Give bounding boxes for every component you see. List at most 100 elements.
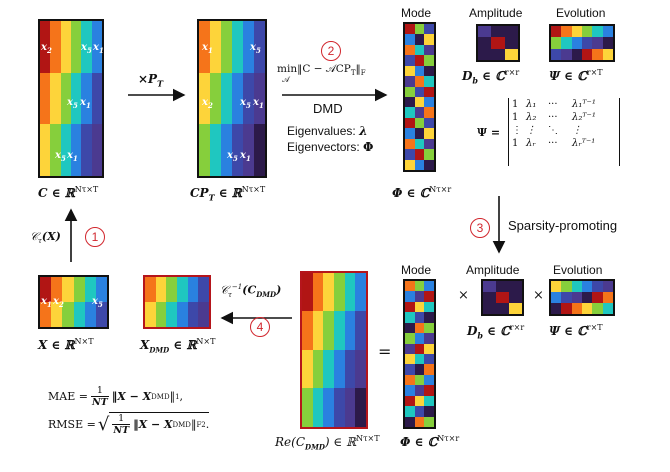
- matrix-cell: [51, 277, 63, 290]
- matrix-cell: [551, 37, 562, 49]
- matrix-cell: [355, 362, 366, 376]
- matrix-cell: [414, 128, 425, 139]
- matrix-cell: [221, 111, 232, 125]
- matrix-cell: [424, 24, 434, 35]
- matrix-cell: [405, 395, 415, 407]
- matrix-cell: [177, 314, 188, 327]
- matrix-cell: [40, 21, 51, 34]
- label-phi-top: Φ ∈ ℂNτ×r: [392, 185, 452, 200]
- step-1-badge: 1: [85, 227, 105, 247]
- matrix-mode-bottom: [403, 279, 436, 429]
- matrix-cell: [60, 137, 71, 151]
- matrix-cell: [334, 375, 345, 389]
- matrix-cell: [199, 111, 210, 125]
- matrix-cell: [344, 401, 356, 415]
- matrix-cell: [302, 337, 313, 350]
- matrix-cell: [254, 46, 265, 60]
- matrix-cell: [424, 343, 434, 354]
- matrix-cell: [405, 333, 415, 344]
- matrix-cell: [323, 349, 334, 363]
- matrix-cell: [312, 388, 324, 402]
- matrix-cell: [73, 277, 85, 290]
- matrix-cell: [424, 96, 434, 108]
- matrix-cell: [344, 285, 356, 299]
- matrix-cell: [232, 137, 243, 151]
- matrix-cell: [312, 375, 324, 389]
- matrix-cell: [414, 86, 425, 97]
- matrix-cell: [405, 34, 415, 45]
- matrix-cell: [243, 21, 254, 34]
- matrix-cell: [323, 362, 334, 376]
- matrix-cell: [478, 37, 492, 49]
- matrix-cell: [323, 375, 334, 389]
- matrix-cell: [414, 301, 425, 313]
- matrix-cell: [424, 128, 434, 139]
- matrix-cell: [155, 314, 167, 327]
- matrix-cell: [405, 322, 415, 334]
- matrix-cell: [199, 150, 210, 164]
- matrix-cell: [496, 281, 509, 292]
- matrix-cell: [232, 33, 243, 47]
- matrix-cell: [405, 55, 415, 66]
- matrix-cell: [355, 298, 366, 312]
- matrix-cell: [302, 349, 313, 363]
- matrix-cell: [50, 137, 61, 151]
- matrix-cell: [483, 292, 496, 303]
- matrix-cell: [60, 21, 71, 34]
- matrix-cell: [344, 349, 356, 363]
- matrix-cell: [232, 21, 243, 34]
- matrix-cell: [561, 37, 572, 49]
- matrix-cell: [40, 302, 52, 315]
- matrix-cell: [199, 98, 210, 112]
- matrix-cell: [581, 48, 593, 60]
- psi-entry: λᵣ: [526, 138, 536, 149]
- matrix-cell: [60, 163, 71, 176]
- matrix-cell: [70, 59, 82, 73]
- matrix-cell: [483, 281, 496, 292]
- header-mode-bottom: Mode: [401, 263, 432, 277]
- matrix-cell: [491, 48, 505, 60]
- matrix-cell: [70, 46, 82, 60]
- matrix-cell: [254, 137, 265, 151]
- matrix-cell: [51, 314, 63, 327]
- matrix-cell: [414, 353, 425, 365]
- matrix-cell: [334, 401, 345, 415]
- matrix-cell: [424, 149, 434, 160]
- overlay-cp-x1c: x1: [240, 150, 251, 163]
- matrix-cell: [602, 48, 613, 60]
- mae-formula: MAE = 1 NT ‖X − X DMD ‖ 1,: [48, 385, 184, 408]
- matrix-cell: [40, 98, 51, 112]
- matrix-cell: [221, 21, 232, 34]
- matrix-cell: [81, 98, 92, 112]
- matrix-cell: [198, 277, 209, 290]
- matrix-cell: [571, 281, 582, 292]
- matrix-cell: [50, 163, 61, 176]
- matrix-cell: [405, 117, 415, 129]
- matrix-cell: [355, 414, 366, 427]
- matrix-cell: [145, 314, 156, 327]
- label-times-pt: ×PT: [138, 72, 164, 89]
- matrix-cell: [405, 416, 415, 427]
- matrix-cell: [91, 124, 102, 138]
- matrix-cell: [302, 324, 313, 338]
- matrix-cell: [405, 65, 415, 77]
- matrix-cell: [40, 150, 51, 164]
- matrix-cell: [70, 72, 82, 86]
- matrix-cell: [334, 388, 345, 402]
- label-db-top: Db ∈ ℂr×r: [462, 68, 520, 86]
- matrix-cell: [254, 72, 265, 86]
- matrix-cell: [302, 388, 313, 402]
- matrix-cell: [312, 285, 324, 299]
- matrix-cell: [509, 292, 522, 303]
- matrix-cell: [91, 21, 102, 34]
- matrix-cell: [210, 21, 221, 34]
- matrix-cell: [145, 289, 156, 302]
- matrix-cell: [414, 343, 425, 354]
- matrix-cell: [312, 401, 324, 415]
- matrix-cell: [334, 324, 345, 338]
- matrix-cell: [405, 291, 415, 302]
- matrix-cell: [414, 24, 425, 35]
- matrix-cell: [414, 406, 425, 417]
- ctau-label: 𝒞τ(X): [30, 230, 61, 246]
- matrix-cell: [60, 111, 71, 125]
